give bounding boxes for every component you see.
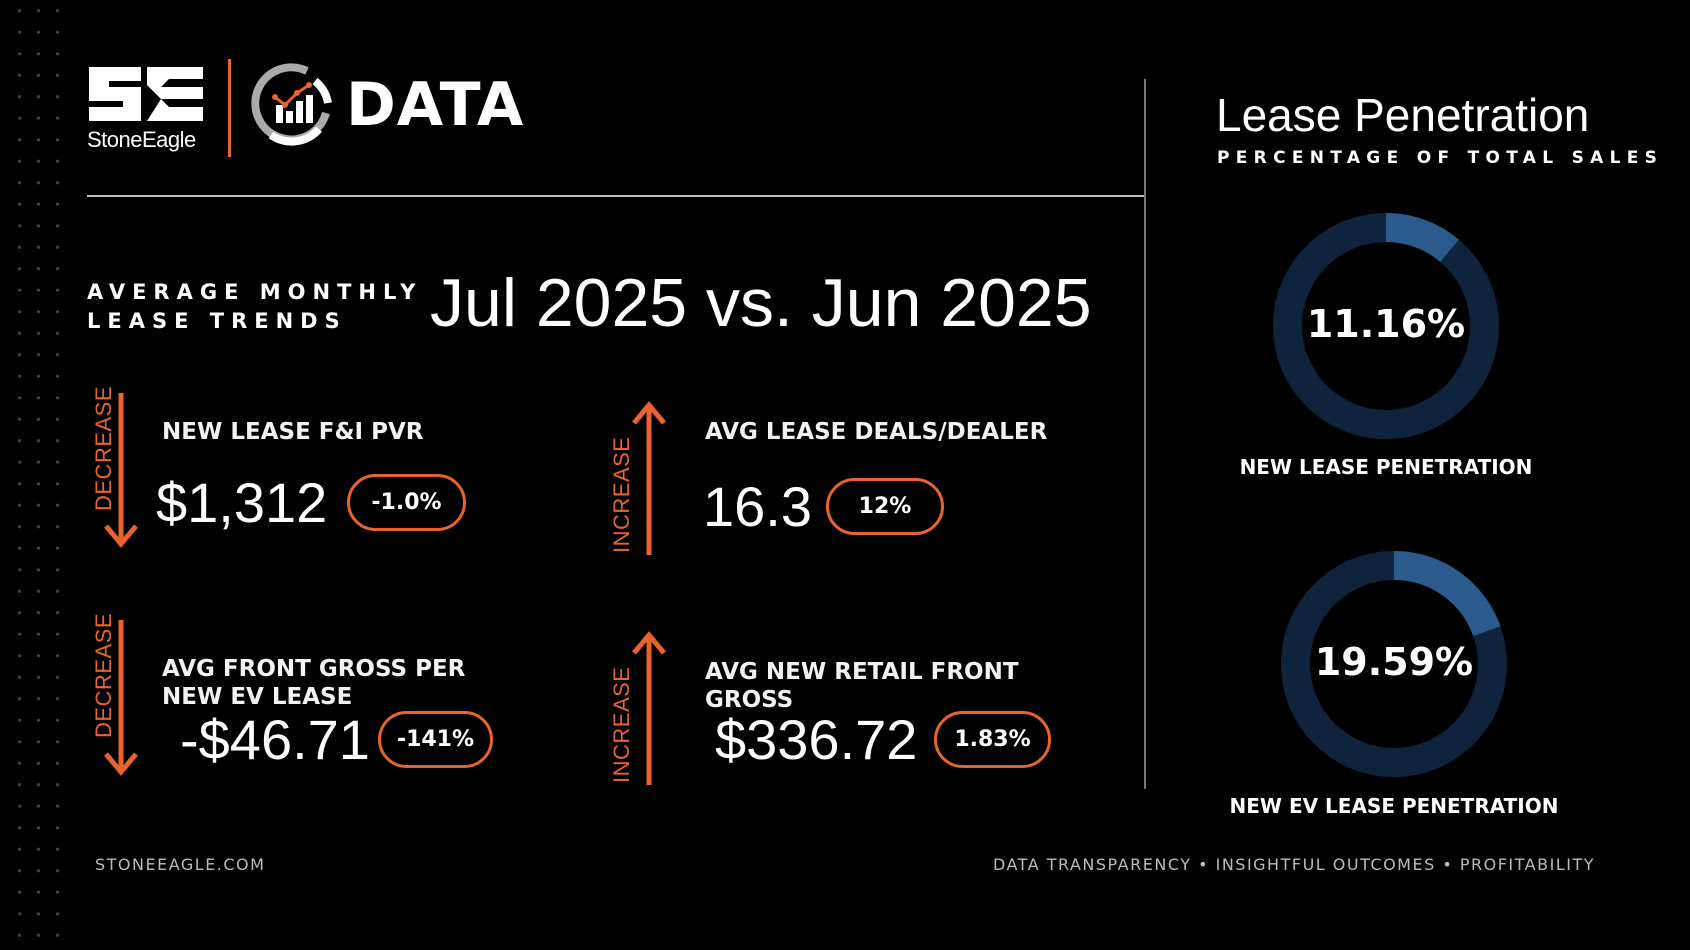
panel-subtitle: PERCENTAGE OF TOTAL SALES [1217,148,1664,168]
header-divider [87,195,1145,197]
se-logo-mark-icon [89,67,203,121]
metric-label-line: NEW EV LEASE [162,684,353,710]
trend-direction: INCREASE [609,666,634,783]
footer-website-link[interactable]: STONEEAGLE.COM [95,855,266,874]
footer-tagline: DATA TRANSPARENCY • INSIGHTFUL OUTCOMES … [992,855,1595,874]
heading-line-1: AVERAGE MONTHLY [87,280,423,304]
donut-center-value: 11.16% [1306,302,1466,346]
period-title: Jul 2025 vs. Jun 2025 [430,265,1092,341]
metric-label-line: GROSS [705,687,794,713]
change-badge: 1.83% [934,711,1051,768]
metric-value: $1,312 [156,471,328,534]
metric-value: 16.3 [703,475,812,538]
metric-label-line: AVG FRONT GROSS PER [162,656,466,682]
change-badge: 12% [826,478,944,535]
section-heading: AVERAGE MONTHLY LEASE TRENDS [87,278,422,336]
panel-divider [1144,79,1146,789]
change-badge: -141% [378,711,493,768]
arrow-up-icon [632,401,666,555]
donut-svg [1281,551,1507,777]
metric-label: AVG NEW RETAIL FRONT GROSS [705,658,1019,714]
product-title: DATA [346,70,525,140]
heading-line-2: LEASE TRENDS [87,309,347,333]
donut-center-value: 19.59% [1314,640,1474,684]
donut-value-slice [1385,213,1459,263]
arrow-down-icon [104,620,138,776]
trend-direction: INCREASE [609,436,634,553]
trend-direction: DECREASE [91,612,116,738]
arrow-up-icon [632,631,666,785]
donut-value-slice [1393,551,1501,637]
stoneeagle-logo: StoneEagle [87,63,205,153]
data-chart-icon [251,63,332,146]
change-badge: -1.0% [347,474,466,531]
metric-label-line: AVG LEASE DEALS/DEALER [705,419,1048,445]
metric-label: AVG LEASE DEALS/DEALER [705,418,1047,446]
logo-divider [228,59,231,157]
arrow-down-icon [104,393,138,548]
metric-label: AVG FRONT GROSS PER NEW EV LEASE [162,655,465,711]
donut-title: NEW LEASE PENETRATION [1239,455,1533,479]
metric-label-line: AVG NEW RETAIL FRONT [705,659,1019,685]
donut-svg [1273,213,1499,439]
metric-label-line: NEW LEASE F&I PVR [162,419,424,445]
decorative-dot-grid [10,0,70,950]
metric-value: $336.72 [715,708,918,771]
metric-value: -$46.71 [180,708,370,771]
panel-title: Lease Penetration [1216,89,1590,141]
metric-label: NEW LEASE F&I PVR [162,418,424,446]
logo-wordmark: StoneEagle [87,127,196,152]
trend-direction: DECREASE [91,385,116,511]
donut-title: NEW EV LEASE PENETRATION [1229,794,1559,818]
